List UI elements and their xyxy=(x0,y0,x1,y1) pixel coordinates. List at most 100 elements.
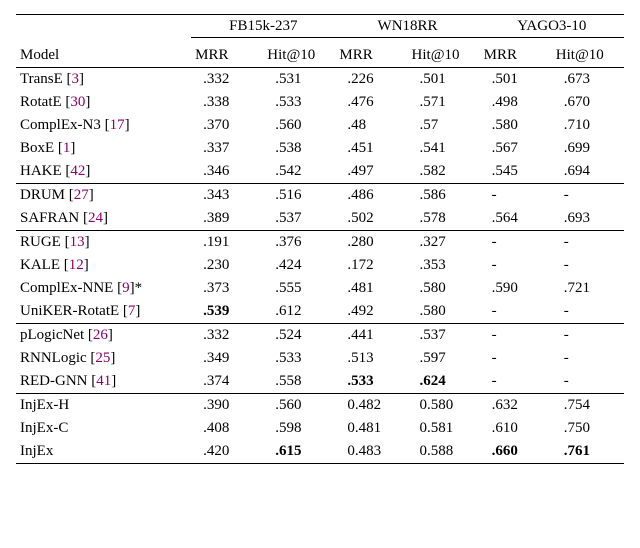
value-cell: .481 xyxy=(335,277,407,300)
value-cell: .558 xyxy=(263,370,335,394)
value-cell: .343 xyxy=(191,183,263,207)
value-cell: .582 xyxy=(408,160,480,184)
model-cell: RUGE [13] xyxy=(16,230,191,254)
value-cell: .408 xyxy=(191,417,263,440)
value-cell: .598 xyxy=(263,417,335,440)
value-cell: - xyxy=(480,183,552,207)
value-cell: .498 xyxy=(480,91,552,114)
value-cell: .578 xyxy=(408,207,480,231)
model-cell: KALE [12] xyxy=(16,254,191,277)
value-cell: - xyxy=(480,254,552,277)
value-cell: .754 xyxy=(552,393,624,417)
value-cell: .580 xyxy=(408,277,480,300)
value-cell: .699 xyxy=(552,137,624,160)
model-cell: HAKE [42] xyxy=(16,160,191,184)
model-col-head: Model xyxy=(16,44,191,68)
model-cell: InjEx-H xyxy=(16,393,191,417)
value-cell: .571 xyxy=(408,91,480,114)
value-cell: - xyxy=(480,323,552,347)
value-cell: - xyxy=(480,347,552,370)
value-cell: 0.581 xyxy=(408,417,480,440)
value-cell: .332 xyxy=(191,323,263,347)
value-cell: - xyxy=(552,370,624,394)
value-cell: .533 xyxy=(263,347,335,370)
metric-head: Hit@10 xyxy=(263,44,335,68)
value-cell: .349 xyxy=(191,347,263,370)
value-cell: .524 xyxy=(263,323,335,347)
value-cell: .57 xyxy=(408,114,480,137)
value-cell: .721 xyxy=(552,277,624,300)
model-cell: RNNLogic [25] xyxy=(16,347,191,370)
value-cell: .750 xyxy=(552,417,624,440)
value-cell: - xyxy=(552,254,624,277)
value-cell: 0.481 xyxy=(335,417,407,440)
value-cell: .376 xyxy=(263,230,335,254)
results-table-container: FB15k-237 WN18RR YAGO3-10 Model MRR Hit@… xyxy=(0,0,640,474)
value-cell: - xyxy=(480,370,552,394)
value-cell: .541 xyxy=(408,137,480,160)
dataset-head-0: FB15k-237 xyxy=(191,15,335,38)
value-cell: .390 xyxy=(191,393,263,417)
value-cell: .373 xyxy=(191,277,263,300)
value-cell: .226 xyxy=(335,67,407,91)
value-cell: .590 xyxy=(480,277,552,300)
value-cell: .501 xyxy=(480,67,552,91)
value-cell: .451 xyxy=(335,137,407,160)
model-cell: SAFRAN [24] xyxy=(16,207,191,231)
value-cell: .612 xyxy=(263,300,335,324)
value-cell: .560 xyxy=(263,114,335,137)
metric-head: Hit@10 xyxy=(408,44,480,68)
model-cell: ComplEx-N3 [17] xyxy=(16,114,191,137)
value-cell: .537 xyxy=(408,323,480,347)
value-cell: .597 xyxy=(408,347,480,370)
value-cell: - xyxy=(480,230,552,254)
value-cell: .332 xyxy=(191,67,263,91)
metric-head: MRR xyxy=(335,44,407,68)
value-cell: .441 xyxy=(335,323,407,347)
value-cell: .531 xyxy=(263,67,335,91)
value-cell: .346 xyxy=(191,160,263,184)
value-cell: .48 xyxy=(335,114,407,137)
value-cell: .337 xyxy=(191,137,263,160)
value-cell: .537 xyxy=(263,207,335,231)
value-cell: .502 xyxy=(335,207,407,231)
model-cell: TransE [3] xyxy=(16,67,191,91)
metric-head: MRR xyxy=(191,44,263,68)
value-cell: - xyxy=(552,347,624,370)
value-cell: - xyxy=(552,323,624,347)
model-cell: pLogicNet [26] xyxy=(16,323,191,347)
value-cell: .564 xyxy=(480,207,552,231)
value-cell: .516 xyxy=(263,183,335,207)
value-cell: .338 xyxy=(191,91,263,114)
value-cell: .710 xyxy=(552,114,624,137)
value-cell: .327 xyxy=(408,230,480,254)
value-cell: .538 xyxy=(263,137,335,160)
model-cell: RotatE [30] xyxy=(16,91,191,114)
value-cell: .353 xyxy=(408,254,480,277)
value-cell: - xyxy=(552,300,624,324)
value-cell: 0.580 xyxy=(408,393,480,417)
results-table: FB15k-237 WN18RR YAGO3-10 Model MRR Hit@… xyxy=(16,14,624,464)
value-cell: - xyxy=(480,300,552,324)
metric-head: MRR xyxy=(480,44,552,68)
table-header: FB15k-237 WN18RR YAGO3-10 Model MRR Hit@… xyxy=(16,15,624,68)
value-cell: - xyxy=(552,183,624,207)
model-cell: BoxE [1] xyxy=(16,137,191,160)
value-cell: .580 xyxy=(408,300,480,324)
value-cell: .533 xyxy=(263,91,335,114)
value-cell: .539 xyxy=(191,300,263,324)
value-cell: .280 xyxy=(335,230,407,254)
value-cell: .567 xyxy=(480,137,552,160)
value-cell: .389 xyxy=(191,207,263,231)
value-cell: .660 xyxy=(480,440,552,464)
model-cell: UniKER-RotatE [7] xyxy=(16,300,191,324)
value-cell: .230 xyxy=(191,254,263,277)
model-cell: DRUM [27] xyxy=(16,183,191,207)
value-cell: .533 xyxy=(335,370,407,394)
value-cell: .492 xyxy=(335,300,407,324)
value-cell: .370 xyxy=(191,114,263,137)
model-cell: ComplEx-NNE [9]* xyxy=(16,277,191,300)
value-cell: .586 xyxy=(408,183,480,207)
value-cell: - xyxy=(552,230,624,254)
value-cell: .172 xyxy=(335,254,407,277)
